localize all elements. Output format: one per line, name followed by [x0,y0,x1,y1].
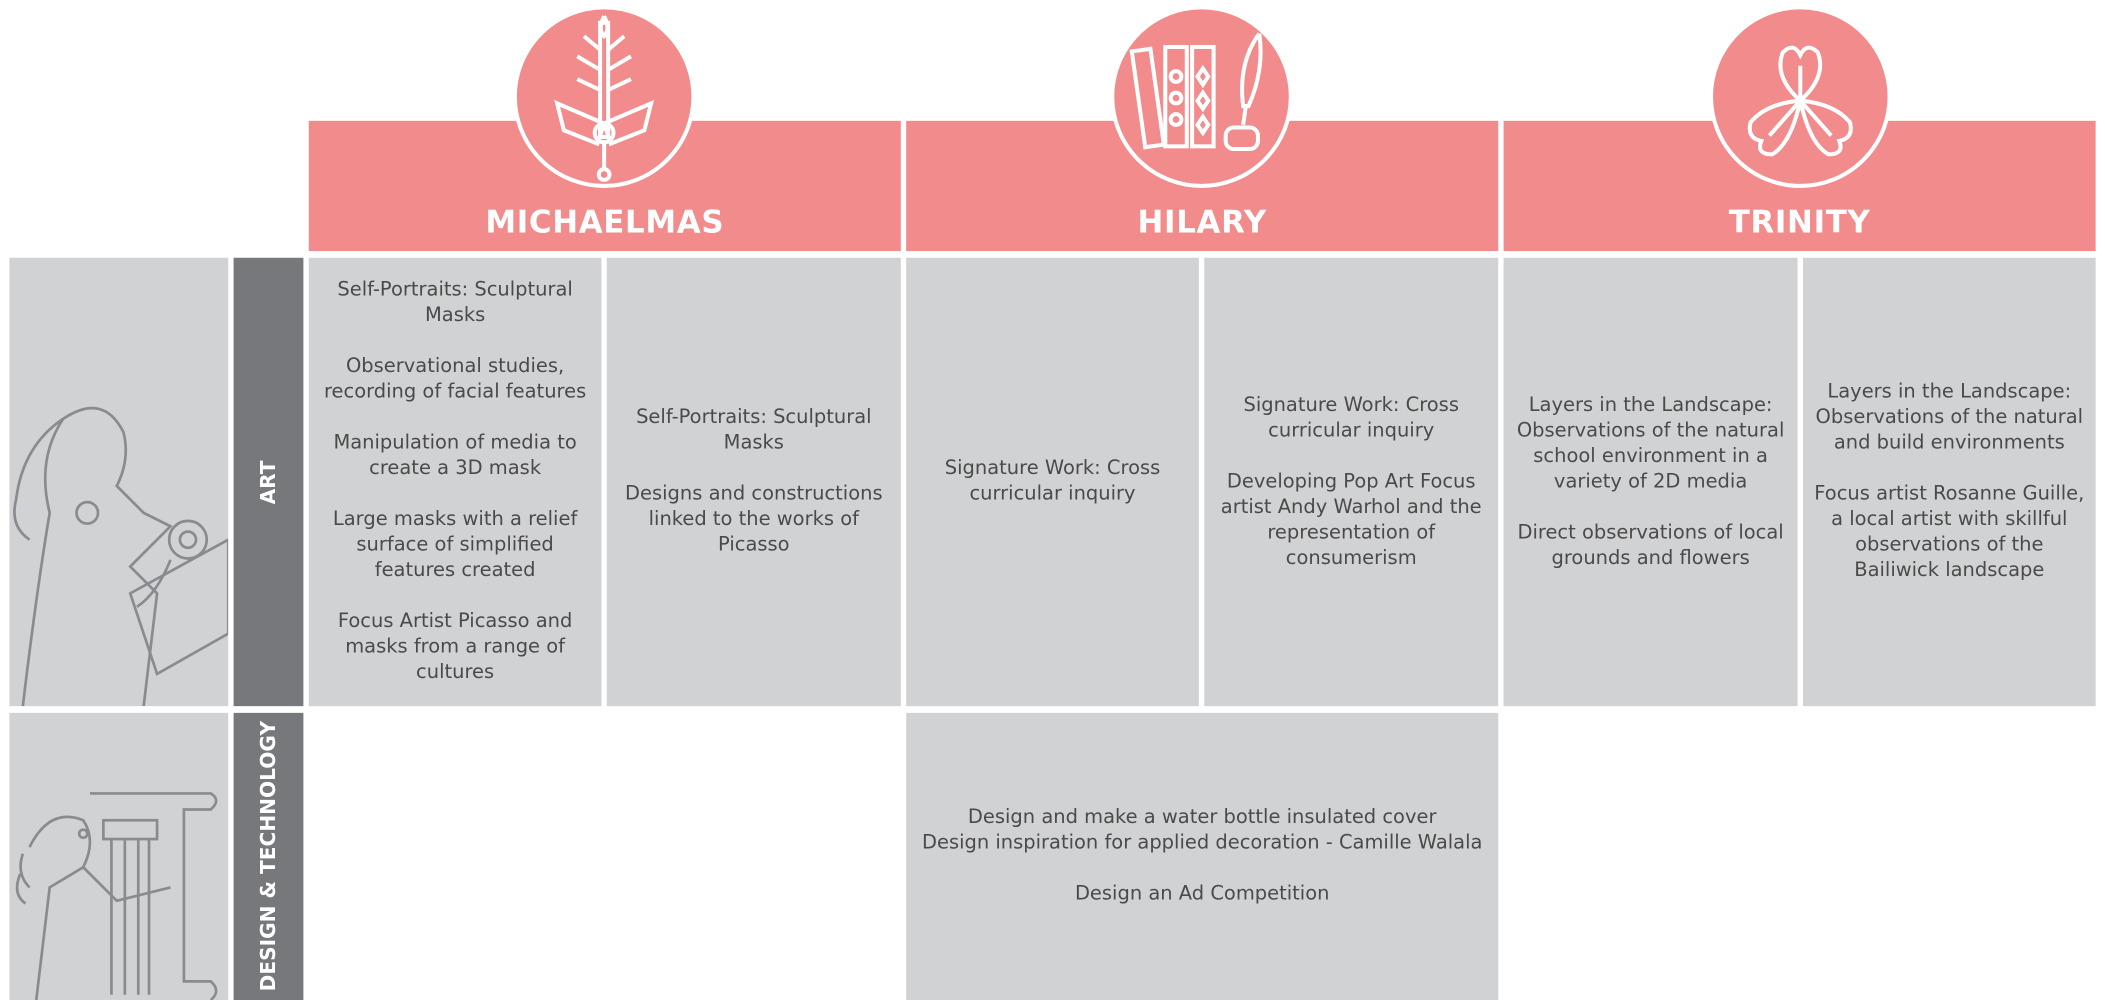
paragraph: Signature Work: Cross curricular inquiry [944,457,1161,505]
term-icon [1709,5,1892,188]
term-icon [1110,5,1293,188]
paragraph: Large masks with a relief surface of sim… [332,508,578,582]
cell: Design and make a water bottle insulated… [906,712,1499,1000]
term-title: TRINITY [1728,205,1871,241]
term-header: HILARY [906,120,1499,252]
cell: Self-Portraits: Sculptural Masks Designs … [606,257,901,707]
figure-drawing [15,792,218,1000]
paragraph: Layers in the Landscape: Observations of… [1516,394,1785,493]
figure-drawing [13,406,229,707]
paragraph: Signature Work: Cross curricular inquiry [1243,394,1459,442]
term-title: MICHAELMAS [485,205,725,241]
paragraph: Focus artist Rosanne Guille, a local art… [1814,483,2085,582]
cell: Signature Work: Cross curricular inquiry… [1204,257,1499,707]
text-line: Design and make a water bottle insulated… [967,806,1437,829]
paragraph: Self-Portraits: Sculptural Masks [636,406,872,454]
subject-name: ART [256,459,281,504]
cell: Self-Portraits: Sculptural Masks Observat… [308,257,602,707]
cell: Signature Work: Cross curricular inquiry [906,257,1199,707]
sword-icon [554,15,655,182]
art-illustration [9,257,229,707]
term-icon [512,5,696,188]
subject-label: ART [233,257,304,707]
subject-name: DESIGN & TECHNOLOGY [256,721,281,992]
paragraph: Observational studies, recording of faci… [323,355,587,403]
paragraph: Developing Pop Art Focus artist Andy War… [1220,470,1482,569]
paragraph: Focus Artist Picasso and masks from a ra… [337,610,573,684]
paragraph: Layers in the Landscape: Observations of… [1815,381,2084,454]
subject-label: DESIGN & TECHNOLOGY [233,712,304,1000]
books-icon [1129,32,1263,152]
cell: Layers in the Landscape: Observations of… [1503,257,1798,707]
shamrock-icon [1747,45,1853,157]
paragraph: Design and make a water bottle insulated… [922,806,1482,857]
paragraph: Design an Ad Competition [1074,883,1330,905]
cell: Layers in the Landscape: Observations of… [1802,257,2096,707]
paragraph: Direct observations of local grounds and… [1517,521,1784,569]
paragraph: Designs and constructions linked to the … [625,483,883,556]
term-title: HILARY [1137,205,1267,241]
text-line: Design inspiration for applied decoratio… [921,832,1483,854]
paragraph: Manipulation of media to create a 3D mas… [333,432,577,480]
paragraph: Self-Portraits: Sculptural Masks [337,279,573,327]
dt-illustration [9,712,229,1000]
